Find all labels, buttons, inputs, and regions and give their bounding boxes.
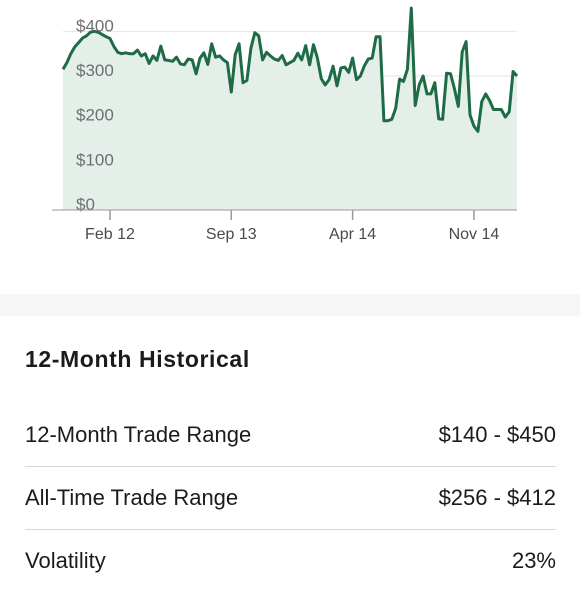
x-tick-label: Apr 14 — [329, 226, 376, 243]
trade-range-12-month-value: $140 - $450 — [438, 422, 556, 447]
x-axis-ticks: Feb 12 Sep 13 Apr 14 Nov 14 — [85, 210, 499, 243]
x-tick-label: Nov 14 — [449, 226, 500, 243]
volatility-label: Volatility — [25, 548, 106, 573]
x-tick-label: Sep 13 — [206, 226, 257, 243]
trade-range-12-month-label: 12-Month Trade Range — [25, 422, 252, 447]
historical-section: 12-Month Historical 12-Month Trade Range… — [0, 316, 580, 580]
price-area-fill — [63, 8, 517, 210]
section-separator — [0, 294, 580, 316]
price-series-line — [61, 6, 519, 133]
y-axis-labels: $0 $100 $200 $300 $400 — [76, 16, 114, 214]
row-divider — [25, 466, 556, 467]
y-tick-label: $100 — [76, 150, 114, 169]
trade-range-all-time-label: All-Time Trade Range — [25, 485, 239, 510]
trade-range-all-time-value: $256 - $412 — [438, 485, 556, 510]
y-tick-label: $300 — [76, 61, 114, 80]
y-tick-label: $0 — [76, 195, 95, 214]
x-tick-label: Feb 12 — [85, 226, 135, 243]
trade-range-12-month-row: 12-Month Trade Range $140 - $450 — [25, 404, 556, 466]
y-tick-label: $200 — [76, 106, 114, 125]
volatility-row: Volatility 23% — [25, 530, 556, 592]
trade-range-all-time-row: All-Time Trade Range $256 - $412 — [25, 467, 556, 529]
y-tick-label: $400 — [76, 16, 114, 35]
row-divider — [25, 529, 556, 530]
volatility-value: 23% — [511, 548, 556, 573]
section-title: 12-Month Historical — [25, 346, 250, 372]
price-chart: $0 $100 $200 $300 $400 Feb 12 Sep 13 Apr 14 Nov… — [52, 6, 519, 243]
